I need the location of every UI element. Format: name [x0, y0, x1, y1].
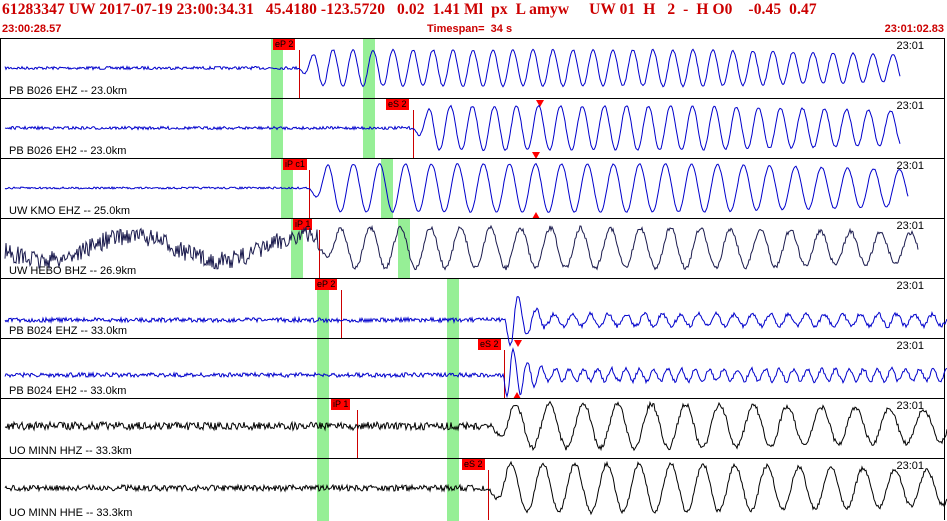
- waveform-trace: [4, 296, 947, 347]
- panel-time-label: 23:01: [896, 280, 924, 292]
- station-label: PB B026 EH2 -- 23.0km: [9, 145, 127, 157]
- amplitude-max-marker: [536, 100, 544, 107]
- pick-marker-line: [309, 170, 310, 218]
- station-label: UO MINN HHZ -- 33.3km: [9, 445, 132, 457]
- station-label: UO MINN HHE -- 33.3km: [9, 507, 133, 519]
- pick-marker-line: [504, 350, 505, 398]
- pick-marker-line: [413, 110, 414, 158]
- pick-window: [447, 279, 459, 339]
- station-label: UW HEBO BHZ -- 26.9km: [9, 265, 137, 277]
- pick-marker-line: [341, 290, 342, 338]
- pick-window: [447, 399, 459, 459]
- waveform-trace: [4, 162, 909, 214]
- panel-time-label: 23:01: [896, 400, 924, 412]
- trace-panel[interactable]: eP 2 23:01 PB B024 EHZ -- 33.0km: [0, 278, 945, 339]
- waveform-trace: [4, 347, 947, 399]
- waveform-trace: [4, 400, 947, 452]
- trace-panel[interactable]: eS 2 23:01 UO MINN HHE -- 33.3km: [0, 458, 945, 521]
- panel-time-label: 23:01: [896, 340, 924, 352]
- pick-window: [317, 339, 329, 399]
- station-label: PB B026 EHZ -- 23.0km: [9, 85, 127, 97]
- waveform-trace: [4, 460, 947, 516]
- pick-window: [317, 459, 329, 521]
- waveform-trace: [4, 48, 901, 88]
- pick-marker-line: [357, 410, 358, 458]
- event-title: 61283347 UW 2017-07-19 23:00:34.31 45.41…: [2, 1, 817, 18]
- waveform-trace: [4, 224, 919, 271]
- pick-label[interactable]: eP 2: [273, 39, 296, 50]
- pick-label[interactable]: eS 2: [462, 459, 485, 470]
- pick-marker-line: [299, 50, 300, 98]
- pick-label[interactable]: iP c1: [283, 159, 307, 170]
- pick-window: [363, 39, 375, 99]
- pick-window: [381, 159, 393, 219]
- seismogram-traces: [4, 48, 947, 516]
- amplitude-max-marker: [514, 340, 522, 347]
- panel-time-label: 23:01: [896, 40, 924, 52]
- pick-label[interactable]: iP 1: [293, 219, 313, 230]
- trace-panel[interactable]: eP 2 23:01 PB B026 EHZ -- 23.0km: [0, 38, 945, 99]
- pick-window: [317, 399, 329, 459]
- panel-time-label: 23:01: [896, 460, 924, 472]
- trace-panel[interactable]: eS 2 23:01 PB B026 EH2 -- 23.0km: [0, 98, 945, 159]
- station-label: PB B024 EH2 -- 33.0km: [9, 385, 127, 397]
- plot-header: 61283347 UW 2017-07-19 23:00:34.31 45.41…: [0, 0, 947, 38]
- trace-panel[interactable]: iP 1 23:01 UW HEBO BHZ -- 26.9km: [0, 218, 945, 279]
- pick-label[interactable]: iP 1: [331, 399, 351, 410]
- end-time-label: 23:01:02.83: [884, 23, 944, 35]
- amplitude-min-marker: [513, 392, 521, 399]
- panel-time-label: 23:01: [896, 220, 924, 232]
- trace-panel[interactable]: iP 1 23:01 UO MINN HHZ -- 33.3km: [0, 398, 945, 459]
- pick-marker-line: [319, 230, 320, 278]
- pick-label[interactable]: eS 2: [386, 99, 409, 110]
- pick-window: [317, 279, 329, 339]
- amplitude-min-marker: [532, 152, 540, 159]
- pick-window: [447, 459, 459, 521]
- waveform-trace: [4, 104, 901, 152]
- panel-time-label: 23:01: [896, 100, 924, 112]
- station-label: UW KMO EHZ -- 25.0km: [9, 205, 131, 217]
- pick-label[interactable]: eS 2: [478, 339, 501, 350]
- timespan-label: Timespan= 34 s: [427, 23, 513, 35]
- start-time-label: 23:00:28.57: [2, 23, 62, 35]
- pick-marker-line: [488, 470, 489, 520]
- pick-label[interactable]: eP 2: [315, 279, 338, 290]
- pick-window: [398, 219, 410, 279]
- amplitude-min-marker: [532, 212, 540, 219]
- pick-window: [291, 219, 303, 279]
- pick-window: [447, 339, 459, 399]
- station-label: PB B024 EHZ -- 33.0km: [9, 325, 127, 337]
- seismogram-panels: eP 2 23:01 PB B026 EHZ -- 23.0km eS 2 23…: [0, 38, 947, 521]
- trace-panel[interactable]: eS 2 23:01 PB B024 EH2 -- 33.0km: [0, 338, 945, 399]
- panel-time-label: 23:01: [896, 160, 924, 172]
